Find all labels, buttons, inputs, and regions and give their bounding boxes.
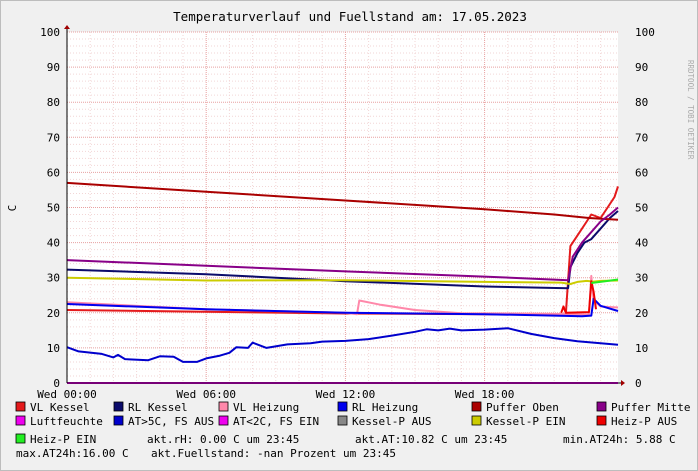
y-axis-arrow [64, 25, 70, 29]
x-axis-arrow [621, 380, 625, 386]
legend-swatch-9 [337, 415, 348, 426]
y-tick-label-left: 20 [47, 307, 60, 320]
y-tick-label-left: 40 [47, 237, 60, 250]
y-tick-label-left: 30 [47, 272, 60, 285]
series-line-7 [66, 327, 619, 363]
chart-title: Temperaturverlauf und Fuellstand am: 17.… [173, 9, 527, 24]
legend-label-1: RL Kessel [128, 401, 188, 414]
x-tick-label: Wed 18:00 [455, 388, 515, 401]
plot-area [67, 32, 618, 383]
legend-label-4: Puffer Oben [486, 401, 559, 414]
legend-swatch-5 [596, 401, 607, 412]
y-tick-label-left: 70 [47, 131, 60, 144]
legend-swatch-3 [337, 401, 348, 412]
plot-background [67, 32, 618, 383]
legend-label-2: VL Heizung [233, 401, 299, 414]
y-tick-label-right: 40 [635, 237, 648, 250]
legend-label-heiz-p-ein: Heiz-P EIN [30, 433, 96, 446]
legend-label-10: Kessel-P EIN [486, 415, 565, 428]
legend-swatch-2 [218, 401, 229, 412]
grid [66, 31, 618, 384]
x-tick-label: Wed 00:00 [37, 388, 97, 401]
y-tick-label-right: 30 [635, 272, 648, 285]
legend-label-8: AT<2C, FS EIN [233, 415, 319, 428]
info-at: akt.AT:10.82 C um 23:45 [355, 433, 507, 446]
y-tick-label-left: 90 [47, 61, 60, 74]
y-tick-label-right: 90 [635, 61, 648, 74]
y-tick-label-right: 0 [635, 377, 642, 390]
series-line-10 [66, 276, 619, 285]
legend-swatch-6 [15, 415, 26, 426]
info-max: max.AT24h:16.00 C [16, 447, 129, 460]
info-min: min.AT24h: 5.88 C [563, 433, 676, 446]
y-tick-label-left: 10 [47, 342, 60, 355]
y-axis-label: C [6, 205, 19, 212]
axes [64, 25, 625, 386]
y-tick-label-left: 100 [40, 26, 60, 39]
y-tick-label-right: 10 [635, 342, 648, 355]
series-line-5 [66, 206, 619, 282]
series-line-11 [560, 280, 597, 314]
y-tick-label-right: 20 [635, 307, 648, 320]
series-line-12 [591, 278, 619, 284]
y-tick-label-left: 50 [47, 202, 60, 215]
legend-label-0: VL Kessel [30, 401, 90, 414]
x-tick-label: Wed 06:00 [176, 388, 236, 401]
legend-label-6: Luftfeuchte [30, 415, 103, 428]
y-tick-label-right: 60 [635, 166, 648, 179]
legend-swatch-11 [596, 415, 607, 426]
legend-label-3: RL Heizung [352, 401, 418, 414]
y-tick-label-left: 80 [47, 96, 60, 109]
legend-swatch-10 [471, 415, 482, 426]
info-rh: akt.rH: 0.00 C um 23:45 [147, 433, 299, 446]
y-tick-label-left: 0 [53, 377, 60, 390]
info-fill: akt.Fuellstand: -nan Prozent um 23:45 [151, 447, 396, 460]
y-ticks: 0 0 10 10 20 20 30 30 40 40 50 50 60 60 70 70 80 80 90 90 10… [40, 26, 655, 390]
watermark: RRDTOOL / TOBI OETIKER [686, 60, 695, 160]
y-tick-label-right: 50 [635, 202, 648, 215]
legend-swatch-4 [471, 401, 482, 412]
legend-swatch-1 [113, 401, 124, 412]
x-ticks: Wed 00:00 Wed 06:00 Wed 12:00 Wed 18:00 [37, 388, 514, 401]
legend: VL Kessel RL Kessel VL Heizung RL Heizung Pu… [15, 401, 690, 446]
info-text: akt.rH: 0.00 C um 23:45 akt.AT:10.82 C u… [16, 433, 676, 460]
legend-swatch-8 [218, 415, 229, 426]
legend-swatch-0 [15, 401, 26, 412]
y-tick-label-right: 70 [635, 131, 648, 144]
y-tick-label-left: 60 [47, 166, 60, 179]
legend-label-7: AT>5C, FS AUS [128, 415, 214, 428]
legend-label-9: Kessel-P AUS [352, 415, 431, 428]
legend-label-5: Puffer Mitte [611, 401, 690, 414]
series-line-3 [66, 297, 619, 318]
legend-swatch-heiz-p-ein [15, 433, 26, 444]
y-tick-label-right: 100 [635, 26, 655, 39]
x-tick-label: Wed 12:00 [316, 388, 376, 401]
series-line-4 [66, 181, 619, 221]
legend-label-11: Heiz-P AUS [611, 415, 677, 428]
y-tick-label-right: 80 [635, 96, 648, 109]
legend-swatch-7 [113, 415, 124, 426]
